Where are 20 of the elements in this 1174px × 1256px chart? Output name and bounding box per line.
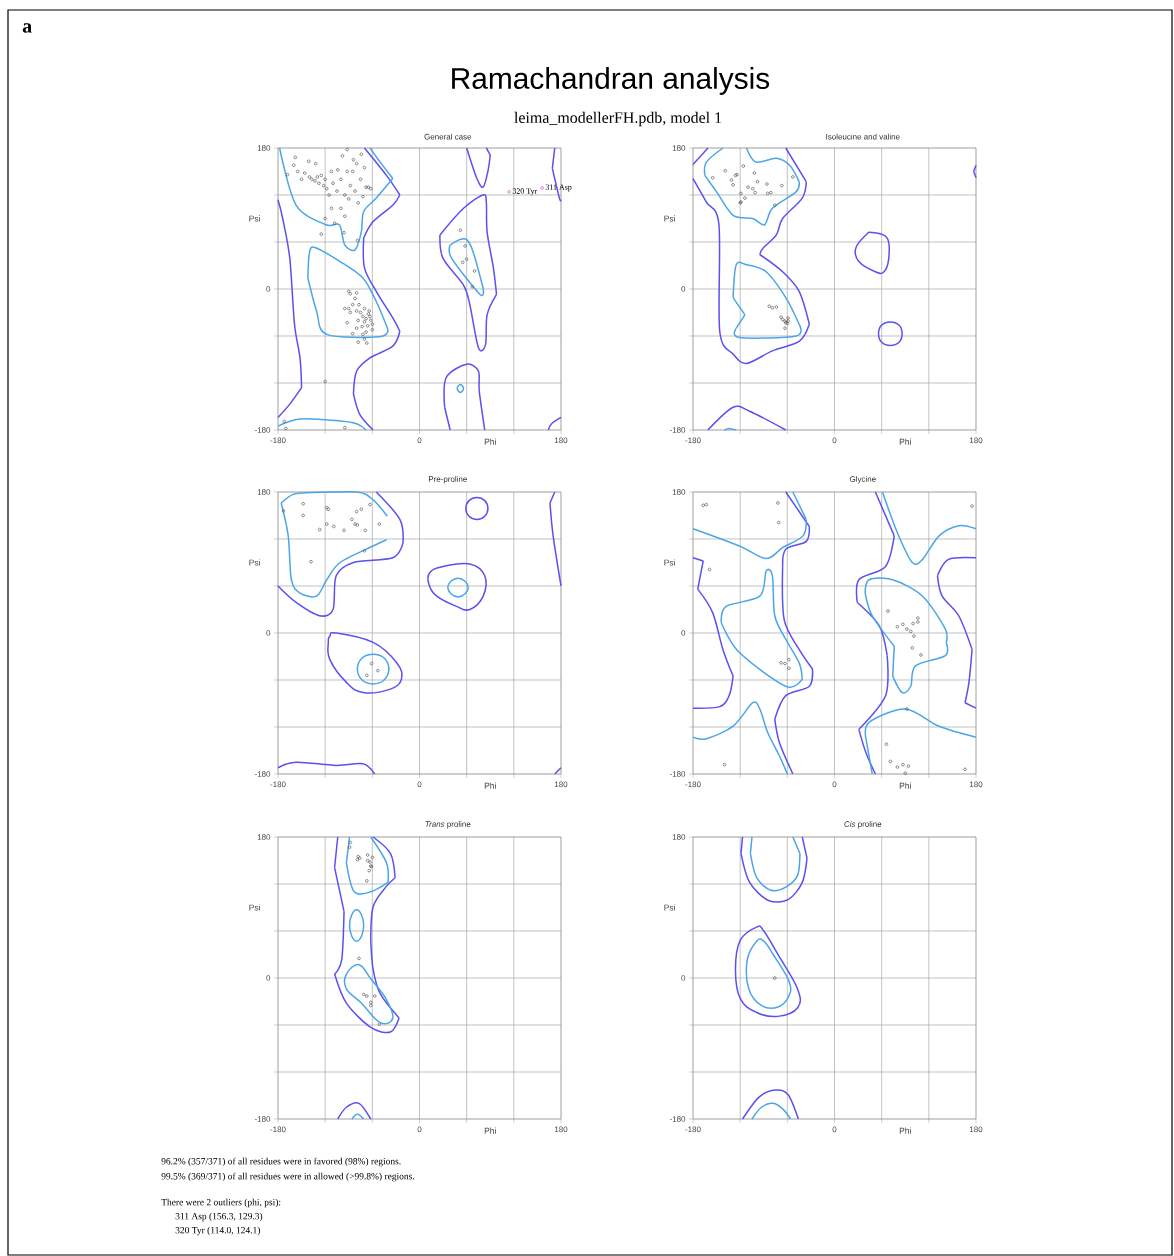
text: 320 Tyr (114.0, 124.1)	[175, 1226, 260, 1236]
text: 99.5% (369/371) of all residues were in allowed (>99.8%) regions.	[161, 1172, 415, 1182]
y-axis-title: Psi	[664, 559, 675, 566]
y-axis-title: Psi	[249, 904, 260, 911]
x-axis-title: Phi	[484, 438, 496, 445]
y-axis-title: Psi	[664, 904, 675, 911]
x-axis-title: Phi	[899, 438, 911, 445]
x-axis-title: Phi	[484, 1127, 496, 1134]
y-axis-title: Psi	[664, 215, 675, 222]
text: 311 Asp (156.3, 129.3)	[175, 1212, 263, 1222]
text: There were 2 outliers (phi, psi):	[161, 1198, 281, 1208]
x-axis-title: Phi	[484, 782, 496, 789]
text: Ramachandran analysis	[452, 67, 770, 95]
y-axis-title: Psi	[249, 559, 260, 566]
text: 96.2% (357/371) of all residues were in favored (98%) regions.	[161, 1157, 401, 1167]
text: leima_modellerFH.pdb, model 1	[514, 111, 722, 127]
text: a	[22, 23, 32, 33]
x-axis-title: Phi	[899, 1127, 911, 1134]
y-axis-title: Psi	[249, 215, 260, 222]
x-axis-title: Phi	[899, 782, 911, 789]
